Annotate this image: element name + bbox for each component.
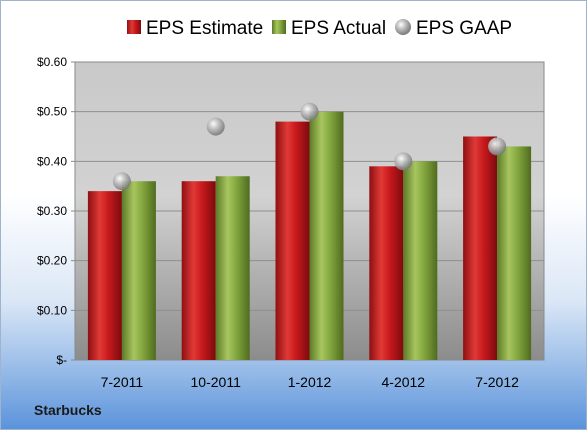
bar-eps-actual [215, 176, 250, 360]
y-tick-label: $0.40 [37, 154, 67, 168]
y-tick-label: $0.20 [37, 254, 67, 268]
bar-eps-estimate [369, 166, 404, 360]
x-axis: 7-2011 10-2011 1-2012 4-2012 7-2012 [101, 374, 519, 390]
bar-eps-estimate [463, 136, 498, 360]
legend: EPS Estimate EPS Actual EPS GAAP [127, 18, 512, 39]
x-tick-label: 4-2012 [382, 374, 426, 390]
x-tick-label: 10-2011 [191, 374, 242, 390]
y-axis: $- $0.10 $0.20 $0.30 $0.40 $0.50 $0.60 [37, 55, 75, 367]
point-eps-gaap [394, 152, 413, 171]
legend-label-gaap: EPS GAAP [416, 18, 512, 39]
bar-eps-estimate [87, 191, 122, 360]
point-eps-gaap [488, 137, 507, 156]
legend-label-estimate: EPS Estimate [146, 18, 263, 39]
bar-eps-actual [121, 181, 156, 360]
bar-eps-estimate [181, 181, 216, 360]
bar-eps-actual [309, 111, 344, 361]
y-tick-label: $0.10 [37, 303, 67, 317]
x-tick-label: 7-2012 [475, 374, 519, 390]
point-eps-gaap [112, 172, 131, 191]
company-label: Starbucks [34, 402, 102, 418]
y-tick-label: $0.50 [37, 105, 67, 119]
legend-swatch-estimate [127, 20, 141, 34]
bar-series [87, 111, 532, 361]
gaap-points [112, 102, 507, 191]
bar-eps-actual [497, 146, 532, 360]
legend-swatch-actual [272, 20, 286, 34]
bar-eps-estimate [275, 121, 310, 360]
point-eps-gaap [300, 102, 319, 121]
point-eps-gaap [206, 117, 225, 136]
x-tick-label: 1-2012 [288, 374, 332, 390]
y-tick-label: $- [56, 353, 67, 367]
legend-label-actual: EPS Actual [291, 18, 386, 39]
legend-swatch-gaap [395, 19, 411, 35]
y-tick-label: $0.60 [37, 55, 67, 69]
y-tick-label: $0.30 [37, 204, 67, 218]
bar-eps-actual [403, 161, 438, 360]
x-tick-label: 7-2011 [101, 374, 144, 390]
